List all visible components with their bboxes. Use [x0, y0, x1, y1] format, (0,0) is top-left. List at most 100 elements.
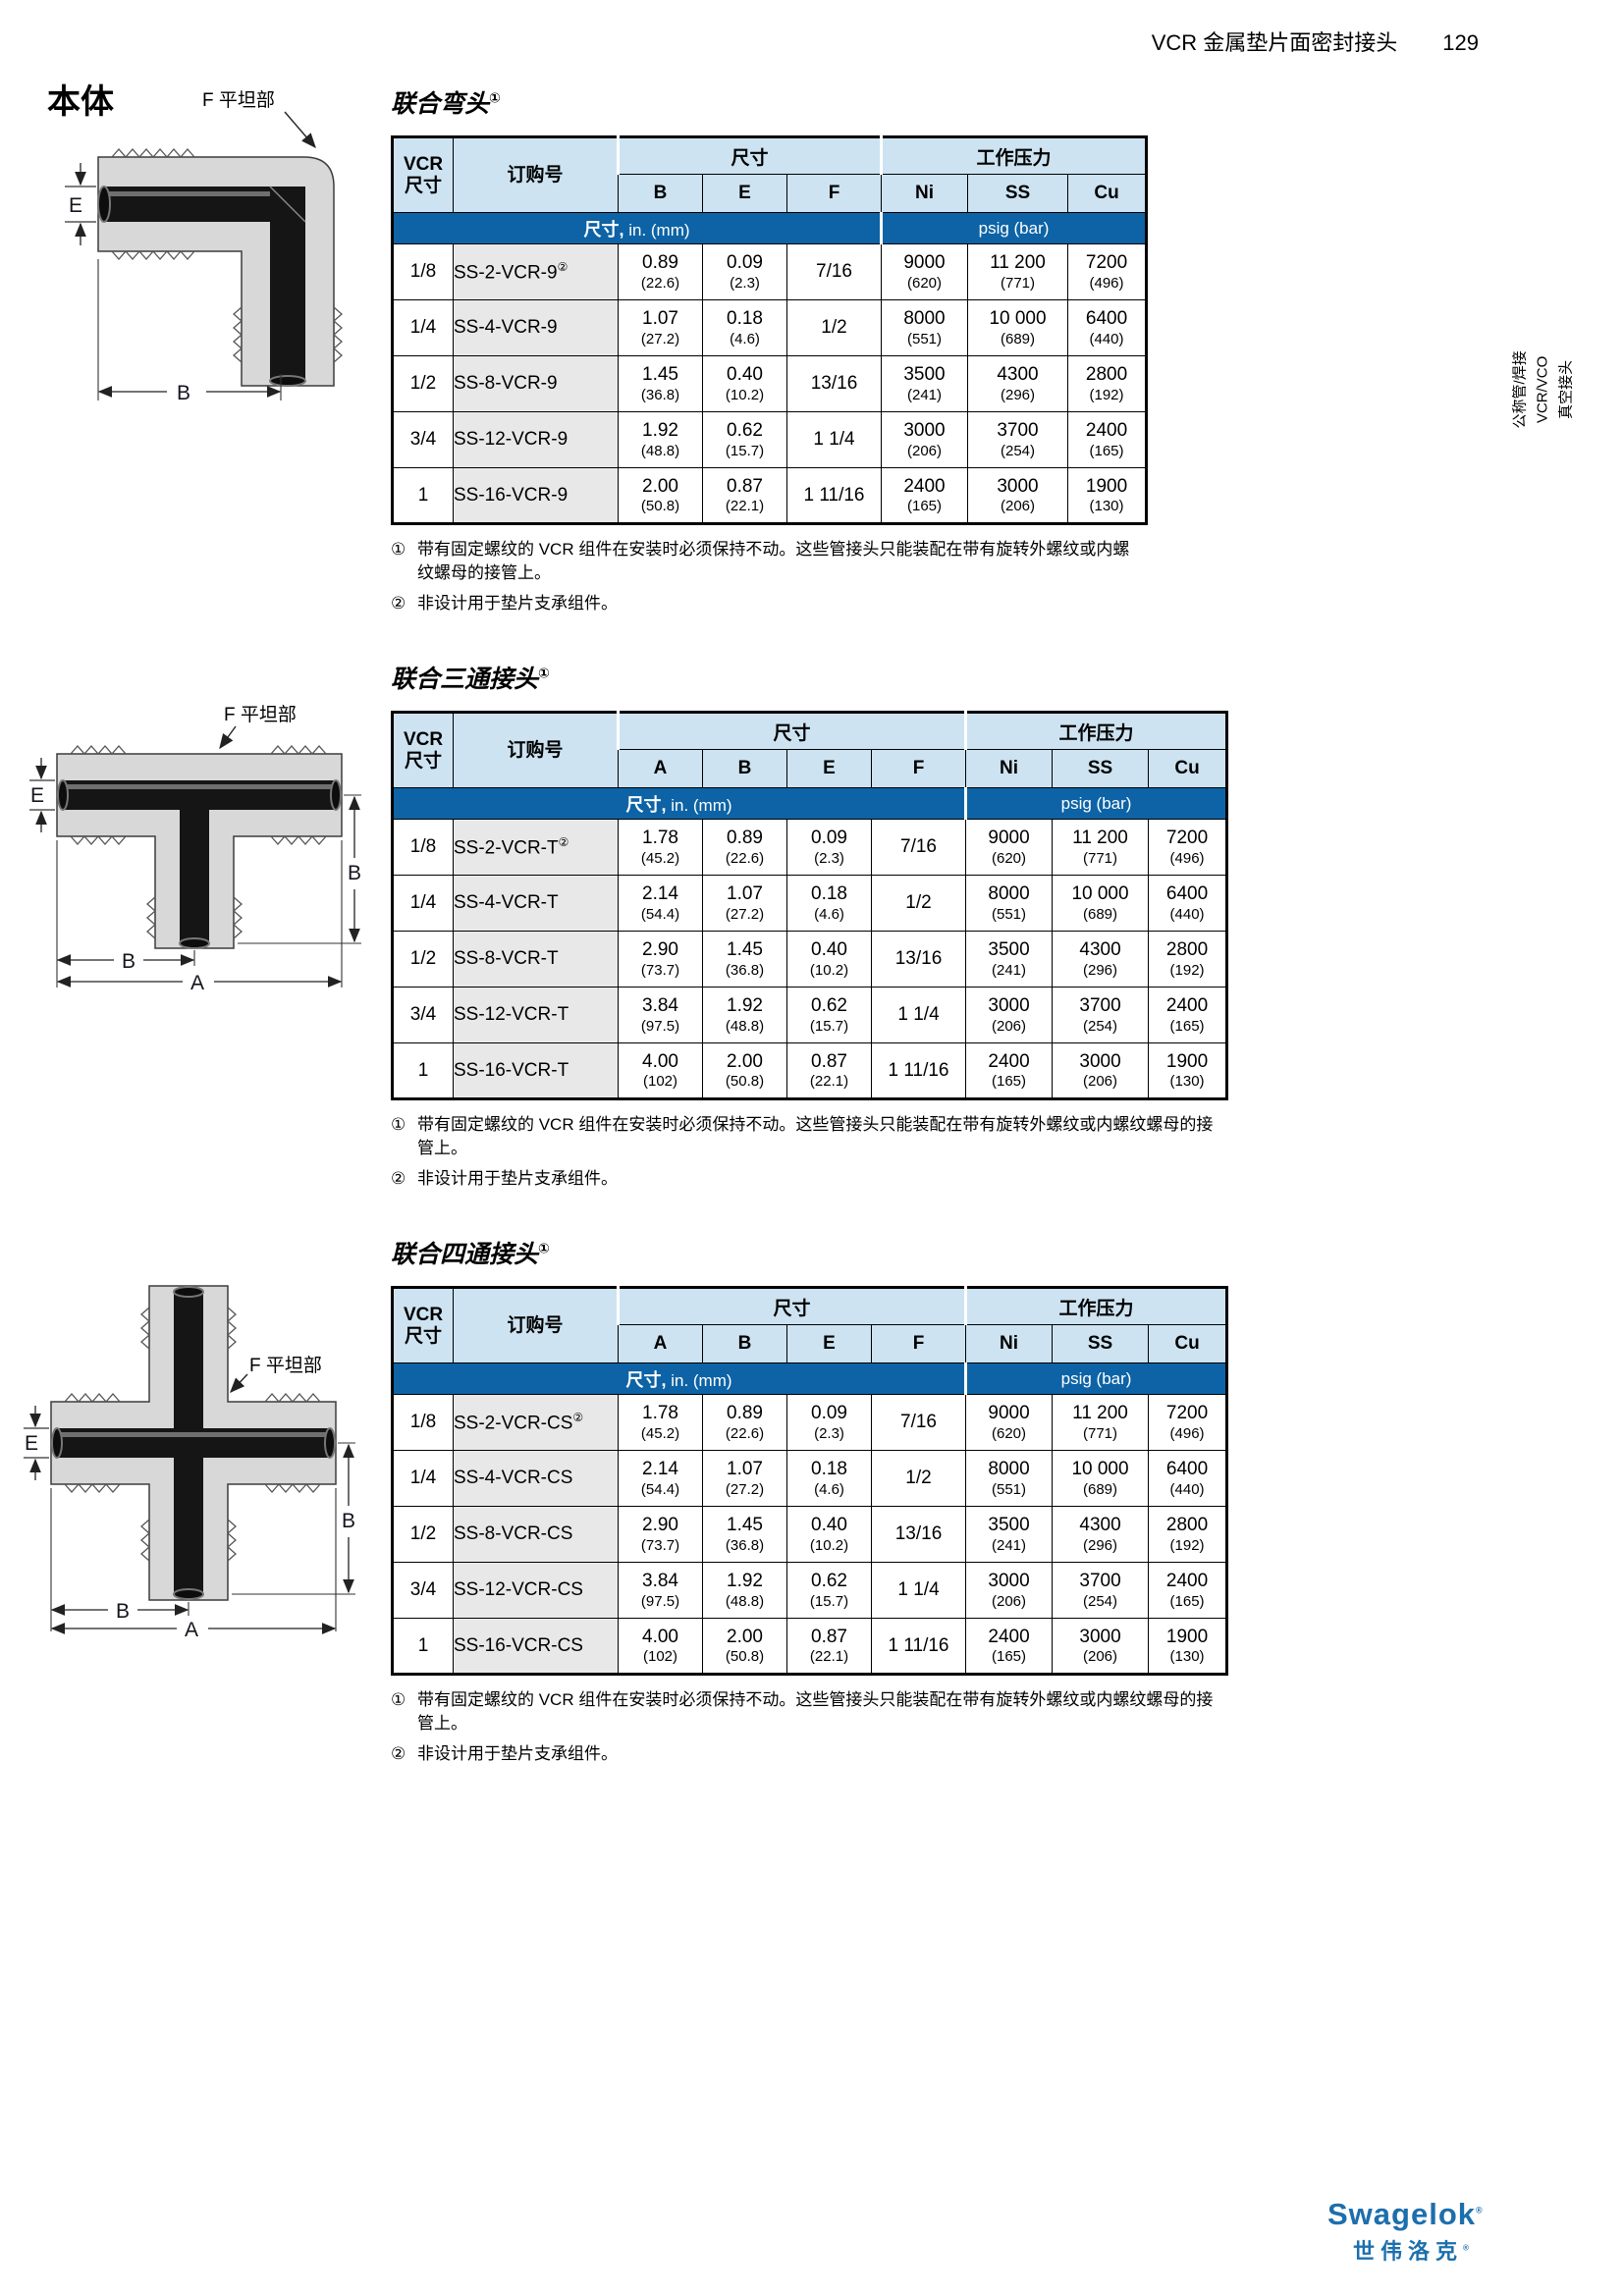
- header-pressure-group: 工作压力: [964, 1287, 1228, 1325]
- value-mm: (48.8): [725, 1017, 765, 1035]
- sidebar-line: 公称管/焊接: [1512, 350, 1530, 429]
- dim-b-bottom-label: B: [116, 1600, 130, 1623]
- thread-zigzag: [70, 745, 127, 755]
- table-title-text: 联合弯头: [391, 90, 490, 118]
- cell-pressure: 8000 (551): [965, 1450, 1054, 1507]
- cell-part-number: SS-8-VCR-T: [453, 931, 619, 988]
- cell-pressure: 2800 (192): [1148, 931, 1228, 988]
- value-mm: (771): [1083, 1424, 1118, 1442]
- cell-dimension: 4.00 (102): [618, 1618, 703, 1675]
- value-mm: (165): [1089, 442, 1124, 459]
- cell-dimension: 2.00 (50.8): [702, 1042, 787, 1099]
- col-header-B: B: [702, 749, 787, 788]
- table-row: 1 SS-16-VCR-CS 4.00 (102) 2.00 (50.8) 0.87 (22.…: [392, 1618, 1228, 1675]
- value-mm: (27.2): [725, 905, 765, 923]
- value-mm: (45.2): [640, 849, 680, 867]
- value-in: 3700: [1079, 995, 1121, 1017]
- footnote-marker: ①: [391, 1115, 406, 1134]
- gland-face: [51, 1427, 63, 1459]
- thread-zigzag: [333, 306, 343, 363]
- cell-vcr-size: 1/2: [392, 355, 454, 412]
- cell-pressure: 2400 (165): [965, 1618, 1054, 1675]
- value-mm: (241): [992, 961, 1027, 979]
- value-in: 13/16: [810, 373, 858, 395]
- value-in: 3700: [997, 420, 1039, 442]
- value-mm: (102): [642, 1648, 678, 1666]
- value-in: 0.89: [727, 1403, 763, 1424]
- cell-part-number: SS-2-VCR-9②: [453, 243, 619, 300]
- dim-a-label: A: [190, 972, 204, 994]
- thread-zigzag: [227, 1519, 237, 1562]
- col-header-F: F: [786, 174, 882, 213]
- flat-label: F 平坦部: [249, 1355, 322, 1376]
- cell-part-number: SS-8-VCR-9: [453, 355, 619, 412]
- cell-dimension: 0.09 (2.3): [702, 243, 787, 300]
- table-row: 1/8 SS-2-VCR-T② 1.78 (45.2) 0.89 (22.6) 0.09 (2…: [392, 819, 1228, 876]
- value-mm: (36.8): [725, 961, 765, 979]
- footnote: ① 带有固定螺纹的 VCR 组件在安装时必须保持不动。这些管接头只能装配在带有旋转…: [391, 1113, 1225, 1160]
- cell-dimension: 0.89 (22.6): [618, 243, 703, 300]
- value-in: 3700: [1079, 1571, 1121, 1592]
- value-mm: (496): [1169, 1424, 1205, 1442]
- gland-face: [179, 937, 210, 949]
- cell-pressure: 6400 (440): [1148, 875, 1228, 932]
- value-in: 4.00: [642, 1050, 678, 1072]
- page-header: VCR 金属垫片面密封接头 129: [1152, 26, 1479, 57]
- value-mm: (45.2): [640, 1424, 680, 1442]
- col-header-SS: SS: [1052, 749, 1150, 788]
- cell-dimension: 0.09 (2.3): [786, 1394, 872, 1451]
- footnote: ① 带有固定螺纹的 VCR 组件在安装时必须保持不动。这些管接头只能装配在带有旋转…: [391, 1688, 1225, 1735]
- cell-pressure: 2400 (165): [965, 1042, 1054, 1099]
- value-in: 13/16: [894, 1523, 943, 1545]
- value-in: 4.00: [642, 1626, 678, 1647]
- col-header-B: B: [702, 1324, 787, 1363]
- value-in: 1.78: [642, 1403, 678, 1424]
- col-header-A: A: [618, 1324, 703, 1363]
- title-footnote-sup: ①: [489, 89, 501, 106]
- cell-part-number: SS-4-VCR-T: [453, 875, 619, 932]
- union-cross-table: VCR 尺寸 订购号 尺寸 工作压力 A B E F Ni SS Cu 尺寸, in. (mm) psig…: [391, 1286, 1229, 1676]
- value-mm: (551): [992, 905, 1027, 923]
- value-in: 11 200: [1072, 828, 1128, 849]
- cell-pressure: 3000 (206): [965, 1562, 1054, 1619]
- cell-part-number: SS-8-VCR-CS: [453, 1506, 619, 1563]
- value-mm: (771): [1000, 274, 1036, 292]
- header-group-row: VCR 尺寸 订购号 尺寸 工作压力: [392, 712, 1228, 788]
- cell-dimension: 1/2: [870, 875, 967, 932]
- cell-dimension: 1.78 (45.2): [618, 1394, 703, 1451]
- cell-vcr-size: 1/8: [392, 1394, 454, 1451]
- cell-dimension: 2.90 (73.7): [618, 931, 703, 988]
- value-mm: (4.6): [814, 1480, 844, 1498]
- table-row: 1/4 SS-4-VCR-T 2.14 (54.4) 1.07 (27.2) 0.18 (4.…: [392, 875, 1228, 932]
- cell-part-number: SS-2-VCR-T②: [453, 819, 619, 876]
- bore-vertical: [180, 795, 209, 943]
- table-row: 1/2 SS-8-VCR-9 1.45 (36.8) 0.40 (10.2) 13/16 35…: [392, 355, 1148, 412]
- value-in: 11 200: [1072, 1403, 1128, 1424]
- cell-dimension: 1 11/16: [870, 1042, 967, 1099]
- cell-vcr-size: 1/2: [392, 931, 454, 988]
- bore-highlight: [67, 784, 332, 789]
- header-dims-group: 尺寸: [617, 136, 882, 175]
- union-tee-table: VCR 尺寸 订购号 尺寸 工作压力 A B E F Ni SS Cu 尺寸, in. (mm) psig…: [391, 711, 1229, 1100]
- cell-dimension: 7/16: [870, 1394, 967, 1451]
- value-mm: (50.8): [640, 498, 680, 515]
- value-mm: (50.8): [725, 1073, 765, 1091]
- value-in: 1.07: [642, 308, 678, 330]
- value-in: 4300: [1079, 1515, 1121, 1536]
- cell-part-number: SS-16-VCR-9: [453, 467, 619, 524]
- cell-vcr-size: 3/4: [392, 411, 454, 468]
- thread-zigzag: [233, 896, 243, 939]
- miter-line: [269, 186, 306, 223]
- cell-dimension: 1.92 (48.8): [702, 1562, 787, 1619]
- value-mm: (296): [1083, 961, 1118, 979]
- cell-dimension: 0.62 (15.7): [786, 987, 872, 1043]
- value-in: 7200: [1085, 252, 1128, 274]
- units-pressure: psig (bar): [879, 212, 1148, 244]
- footnote: ② 非设计用于垫片支承组件。: [391, 1742, 1225, 1766]
- thread-zigzag: [70, 835, 127, 845]
- dim-e-label: E: [25, 1432, 38, 1455]
- footnote: ② 非设计用于垫片支承组件。: [391, 592, 1145, 615]
- col-header-F: F: [870, 749, 967, 788]
- value-in: 0.62: [811, 995, 847, 1017]
- table-row: 3/4 SS-12-VCR-T 3.84 (97.5) 1.92 (48.8) 0.62 (1…: [392, 987, 1228, 1043]
